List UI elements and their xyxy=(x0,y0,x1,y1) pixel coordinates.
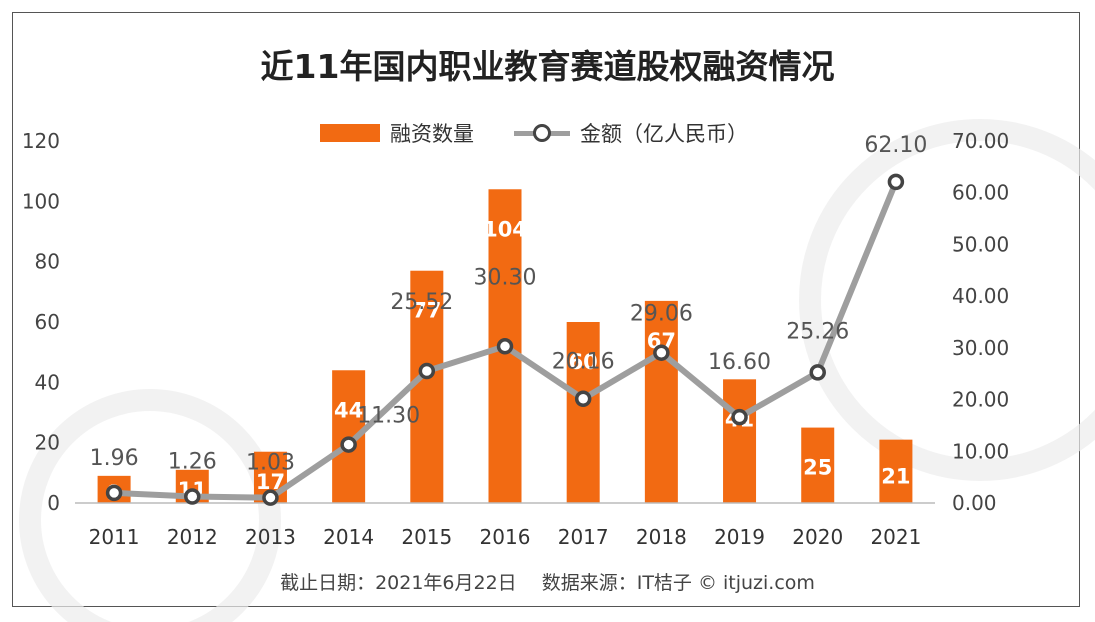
y-right-tick-label: 20.00 xyxy=(952,388,1009,412)
line-data-label: 20.16 xyxy=(552,350,615,375)
x-tick-label: 2018 xyxy=(636,525,687,549)
y-left-tick-label: 60 xyxy=(35,310,60,334)
footer-note: 截止日期：2021年6月22日 数据来源：IT桔子 © itjuzi.com xyxy=(280,572,815,594)
y-left-tick-label: 80 xyxy=(35,250,60,274)
x-tick-label: 2019 xyxy=(714,525,765,549)
bar xyxy=(566,322,600,503)
bar xyxy=(644,300,678,503)
line-point xyxy=(653,344,670,361)
line-point xyxy=(574,390,592,407)
legend-line-label: 金额（亿人民币） xyxy=(580,122,748,146)
y-right-tick-label: 30.00 xyxy=(952,336,1009,360)
line-data-label: 11.30 xyxy=(357,404,420,429)
bar xyxy=(723,379,757,503)
y-left-tick-label: 20 xyxy=(35,431,60,455)
y-right-tick-label: 70.00 xyxy=(952,129,1009,153)
bar xyxy=(879,439,913,503)
x-tick-label: 2015 xyxy=(401,525,452,549)
line-point xyxy=(418,362,436,380)
line-point xyxy=(731,408,748,426)
line-point xyxy=(809,364,826,381)
x-tick-label: 2014 xyxy=(323,525,374,549)
legend-bar-label: 融资数量 xyxy=(390,122,474,146)
line-point xyxy=(496,338,514,355)
bar-data-label: 44 xyxy=(334,398,363,422)
x-tick-label: 2017 xyxy=(558,525,609,549)
y-left-tick-label: 40 xyxy=(35,370,60,394)
bar-data-label: 21 xyxy=(881,464,910,488)
x-tick-label: 2013 xyxy=(245,525,296,549)
line-data-label: 29.06 xyxy=(630,302,693,327)
y-right-tick-label: 0.00 xyxy=(952,491,997,515)
y-left-tick-label: 100 xyxy=(22,189,60,213)
line-data-label: 1.03 xyxy=(246,451,295,476)
y-left-tick-label: 120 xyxy=(22,129,60,153)
legend: 融资数量 金额（亿人民币） xyxy=(320,118,748,148)
y-right-tick-label: 40.00 xyxy=(952,284,1009,308)
x-tick-label: 2021 xyxy=(870,525,921,549)
line-point xyxy=(105,484,123,502)
line-data-label: 30.30 xyxy=(474,265,537,290)
legend-line-swatch xyxy=(514,123,570,143)
line-data-label: 1.26 xyxy=(168,449,217,474)
chart-title: 近11年国内职业教育赛道股权融资情况 xyxy=(260,47,835,86)
x-tick-label: 2011 xyxy=(89,525,140,549)
line-point xyxy=(887,173,905,191)
y-left-tick-label: 0 xyxy=(47,491,60,515)
line-point xyxy=(184,488,201,505)
y-right-tick-label: 50.00 xyxy=(952,232,1009,256)
bar-data-label: 60 xyxy=(569,350,598,374)
line-point xyxy=(262,489,279,506)
y-right-tick-label: 10.00 xyxy=(952,439,1009,463)
line-data-label: 25.52 xyxy=(390,290,453,315)
line-data-label: 16.60 xyxy=(708,350,771,375)
x-tick-label: 2020 xyxy=(792,525,843,549)
y-right-tick-label: 60.00 xyxy=(952,181,1009,205)
bar xyxy=(801,427,835,503)
line-point xyxy=(340,436,357,453)
line-data-label: 62.10 xyxy=(864,133,927,158)
line-data-label: 1.96 xyxy=(90,446,139,471)
bar-data-label: 77 xyxy=(412,299,441,323)
legend-bar-swatch xyxy=(320,124,380,142)
bar-data-label: 104 xyxy=(483,217,527,241)
x-tick-label: 2016 xyxy=(480,525,531,549)
bar-data-label: 25 xyxy=(803,456,832,480)
line-data-label: 25.26 xyxy=(786,319,849,344)
x-tick-label: 2012 xyxy=(167,525,218,549)
bar xyxy=(410,270,444,503)
